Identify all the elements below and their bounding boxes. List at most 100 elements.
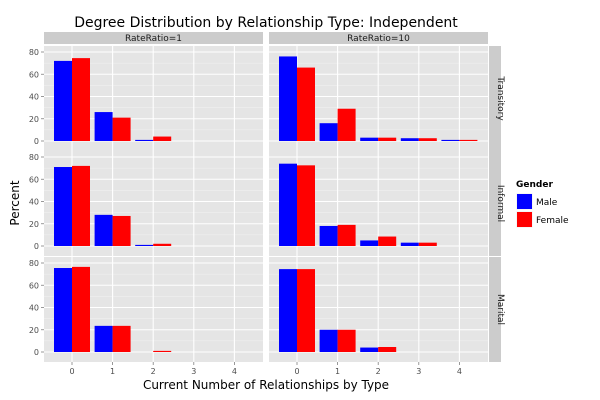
- bar-female: [418, 138, 437, 141]
- y-tick-label: 40: [29, 198, 39, 207]
- legend-title: Gender: [516, 180, 553, 190]
- y-tick-label: 80: [29, 259, 39, 268]
- bar-female: [297, 67, 315, 141]
- legend-key-swatch: [517, 194, 532, 209]
- y-tick-label: 0: [34, 348, 39, 357]
- bar-male: [360, 347, 379, 352]
- chart-title: Degree Distribution by Relationship Type…: [74, 15, 458, 31]
- x-tick-label: 2: [376, 367, 381, 376]
- row-strip-background: [489, 257, 501, 362]
- row-strip-background: [489, 151, 501, 256]
- x-tick-label: 2: [151, 367, 156, 376]
- bar-male: [54, 268, 72, 352]
- bar-female: [337, 329, 356, 352]
- bar-female: [297, 269, 315, 352]
- bar-male: [360, 137, 379, 141]
- x-tick-label: 4: [457, 367, 462, 376]
- bar-male: [319, 329, 338, 352]
- bar-female: [153, 243, 172, 246]
- bar-female: [72, 266, 90, 352]
- facet-panel: 0 1 2 3 4: [269, 257, 488, 376]
- bar-female: [378, 137, 397, 141]
- facet-panel: 0 20 40 60 80 0 1 2 3 4: [29, 257, 263, 376]
- facet-panel: 0 20 40 60 80: [29, 151, 263, 256]
- x-tick-label: 3: [191, 367, 196, 376]
- x-tick-label: 4: [232, 367, 237, 376]
- bar-female: [72, 58, 90, 141]
- bar-male: [319, 225, 338, 246]
- legend-label: Female: [536, 216, 569, 226]
- bar-female: [337, 224, 356, 246]
- y-tick-label: 60: [29, 281, 39, 290]
- x-tick-label: 3: [416, 367, 421, 376]
- y-tick-label: 60: [29, 175, 39, 184]
- x-tick-label: 0: [69, 367, 74, 376]
- row-strip-label: Marital: [495, 294, 505, 325]
- bar-female: [112, 117, 131, 141]
- bar-female: [153, 136, 172, 141]
- column-strip-background: [269, 32, 488, 44]
- facet-panels: RateRatio=1 RateRatio=10 Transitory Informa…: [29, 32, 505, 376]
- y-tick-label: 80: [29, 48, 39, 57]
- x-tick-label: 1: [335, 367, 340, 376]
- legend: Gender Male Female: [515, 180, 569, 229]
- bar-male: [54, 167, 72, 246]
- column-strip: RateRatio=1: [44, 32, 263, 44]
- y-tick-label: 80: [29, 153, 39, 162]
- legend-label: Male: [536, 198, 558, 208]
- bar-male: [441, 139, 460, 141]
- row-strip: Informal: [489, 151, 505, 256]
- column-strip-label: RateRatio=1: [125, 34, 182, 44]
- y-tick-label: 0: [34, 137, 39, 146]
- bar-female: [297, 165, 315, 246]
- y-tick-label: 40: [29, 93, 39, 102]
- legend-entry: Male: [515, 192, 558, 211]
- row-strip: Marital: [489, 257, 505, 362]
- column-strip-background: [44, 32, 263, 44]
- row-strip-background: [489, 46, 501, 151]
- bar-female: [153, 350, 172, 352]
- bar-male: [94, 325, 113, 352]
- x-axis-title: Current Number of Relationships by Type: [143, 378, 389, 392]
- bar-male: [360, 240, 379, 246]
- bar-male: [400, 242, 419, 246]
- column-strip-label: RateRatio=10: [347, 34, 410, 44]
- y-tick-label: 20: [29, 115, 39, 124]
- y-tick-label: 60: [29, 70, 39, 79]
- x-tick-label: 0: [294, 367, 299, 376]
- legend-entry: Female: [515, 210, 569, 229]
- y-tick-label: 20: [29, 220, 39, 229]
- bar-male: [279, 269, 297, 352]
- row-strip-label: Transitory: [495, 75, 505, 121]
- bar-female: [459, 139, 478, 141]
- y-tick-label: 40: [29, 304, 39, 313]
- bar-female: [112, 325, 131, 352]
- facet-panel: [269, 46, 488, 151]
- y-tick-label: 0: [34, 242, 39, 251]
- facet-panel: 0 20 40 60 80: [29, 46, 263, 151]
- bar-male: [135, 244, 154, 246]
- bar-male: [400, 138, 419, 141]
- legend-key-swatch: [517, 212, 532, 227]
- y-axis-title: Percent: [8, 180, 22, 225]
- bar-female: [378, 236, 397, 246]
- bar-male: [94, 112, 113, 141]
- bar-female: [337, 108, 356, 141]
- bar-male: [279, 163, 297, 246]
- bar-female: [378, 346, 397, 352]
- bar-male: [135, 139, 154, 141]
- bar-female: [418, 242, 437, 246]
- row-strip-label: Informal: [495, 185, 505, 222]
- bar-male: [94, 214, 113, 246]
- x-tick-label: 1: [110, 367, 115, 376]
- bar-male: [54, 60, 72, 141]
- bar-female: [72, 165, 90, 246]
- bar-female: [112, 215, 131, 246]
- column-strip: RateRatio=10: [269, 32, 488, 44]
- bar-male: [319, 123, 338, 141]
- bar-male: [279, 56, 297, 142]
- row-strip: Transitory: [489, 46, 505, 151]
- y-tick-label: 20: [29, 326, 39, 335]
- facet-panel: [269, 151, 488, 256]
